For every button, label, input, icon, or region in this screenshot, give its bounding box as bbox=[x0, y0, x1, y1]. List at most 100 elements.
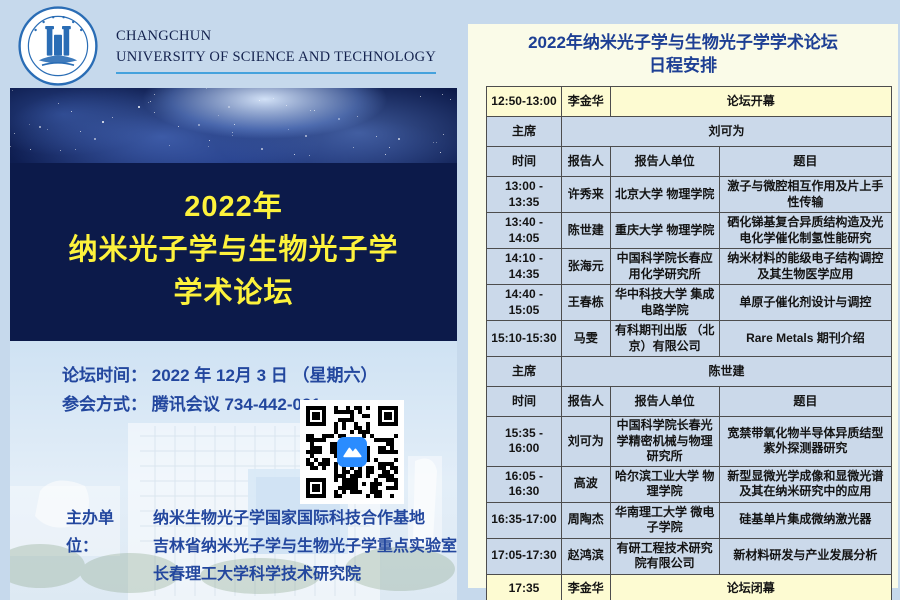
talk-affiliation: 北京大学 物理学院 bbox=[609, 176, 720, 213]
table-row-event: 12:50-13:00 李金华 论坛开幕 bbox=[486, 86, 893, 117]
talk-topic: Rare Metals 期刊介绍 bbox=[718, 320, 893, 357]
table-row-talk: 15:10-15:30 马雯 有科期刊出版 （北京）有限公司 Rare Metals … bbox=[486, 320, 893, 357]
event-time: 17:35 bbox=[486, 573, 562, 600]
talk-topic: 硒化锑基复合异质结构造及光电化学催化制氢性能研究 bbox=[718, 212, 893, 249]
forum-title-line3: 学术论坛 bbox=[173, 277, 294, 309]
talk-time: 15:10-15:30 bbox=[486, 320, 562, 357]
poster-bottom-section: 论坛时间： 2022 年 12月 3 日 （星期六） 参会方式： 腾讯会议 73… bbox=[10, 341, 457, 600]
talk-time: 16:05 - 16:30 bbox=[486, 465, 562, 503]
meeting-access-value: 腾讯会议 734-442-091 bbox=[151, 395, 321, 414]
forum-info: 论坛时间： 2022 年 12月 3 日 （星期六） 参会方式： 腾讯会议 73… bbox=[62, 361, 378, 419]
column-header: 报告人单位 bbox=[609, 146, 720, 177]
talk-affiliation: 有科期刊出版 （北京）有限公司 bbox=[609, 320, 720, 357]
university-name-line1: CHANGCHUN bbox=[116, 28, 212, 44]
qr-finder-icon bbox=[378, 406, 398, 426]
forum-time-line: 论坛时间： 2022 年 12月 3 日 （星期六） bbox=[62, 361, 378, 390]
talk-affiliation: 中国科学院长春光学精密机械与物理研究所 bbox=[609, 416, 720, 467]
table-row-talk: 17:05-17:30 赵鸿滨 有研工程技术研究院有限公司 新材料研发与产业发展分析 bbox=[486, 537, 893, 575]
schedule-title: 2022年纳米光子学与生物光子学学术论坛 日程安排 bbox=[468, 24, 898, 77]
table-row-talk: 15:35 - 16:00 刘可为 中国科学院长春光学精密机械与物理研究所 宽禁带氧化… bbox=[486, 416, 893, 467]
university-name-line2: UNIVERSITY OF SCIENCE AND TECHNOLOGY bbox=[116, 47, 437, 74]
talk-time: 13:40 - 14:05 bbox=[486, 212, 562, 249]
event-host: 李金华 bbox=[560, 573, 611, 600]
chair-name: 刘可为 bbox=[560, 116, 893, 147]
chair-label: 主席 bbox=[486, 356, 562, 387]
organizers: 主办单位： 纳米生物光子学国家国际科技合作基地 吉林省纳米光子学与生物光子学重点… bbox=[66, 505, 457, 589]
column-header: 时间 bbox=[486, 386, 562, 417]
talk-affiliation: 中国科学院长春应用化学研究所 bbox=[609, 248, 720, 285]
table-row-header: 时间 报告人 报告人单位 题目 bbox=[486, 146, 893, 177]
talk-topic: 硅基单片集成微纳激光器 bbox=[718, 501, 893, 539]
talk-speaker: 许秀来 bbox=[560, 176, 611, 213]
forum-time-value: 2022 年 12月 3 日 （星期六） bbox=[151, 366, 378, 385]
campus-photo bbox=[10, 423, 455, 600]
talk-topic: 宽禁带氧化物半导体异质结型紫外探测器研究 bbox=[718, 416, 893, 467]
table-row-talk: 16:05 - 16:30 高波 哈尔滨工业大学 物理学院 新型显微光学成像和显微光谱… bbox=[486, 465, 893, 503]
talk-time: 15:35 - 16:00 bbox=[486, 416, 562, 467]
tencent-meeting-logo-icon bbox=[337, 437, 367, 467]
column-header: 题目 bbox=[718, 146, 893, 177]
table-row-talk: 14:10 - 14:35 张海元 中国科学院长春应用化学研究所 纳米材料的能级电子结… bbox=[486, 248, 893, 285]
talk-speaker: 马雯 bbox=[560, 320, 611, 357]
organizer-label: 主办单位： bbox=[66, 510, 115, 555]
table-row-talk: 13:00 - 13:35 许秀来 北京大学 物理学院 激子与微腔相互作用及片上手性传… bbox=[486, 176, 893, 213]
talk-speaker: 刘可为 bbox=[560, 416, 611, 467]
organizer-item: 吉林省纳米光子学与生物光子学重点实验室 bbox=[152, 538, 457, 555]
talk-speaker: 周陶杰 bbox=[560, 501, 611, 539]
forum-title: 2022年 纳米光子学与生物光子学 学术论坛 bbox=[10, 186, 457, 315]
forum-poster: 2022年 纳米光子学与生物光子学 学术论坛 bbox=[10, 88, 457, 600]
talk-topic: 纳米材料的能级电子结构调控及其生物医学应用 bbox=[718, 248, 893, 285]
qr-finder-icon bbox=[306, 478, 326, 498]
nebula-banner-image bbox=[10, 88, 457, 163]
talk-affiliation: 有研工程技术研究院有限公司 bbox=[609, 537, 720, 575]
qr-finder-icon bbox=[306, 406, 326, 426]
poster-top-section: 2022年 纳米光子学与生物光子学 学术论坛 bbox=[10, 88, 457, 341]
meeting-access-label: 参会方式： bbox=[62, 395, 147, 414]
column-header: 题目 bbox=[718, 386, 893, 417]
event-host: 李金华 bbox=[560, 86, 611, 117]
table-row-talk: 13:40 - 14:05 陈世建 重庆大学 物理学院 硒化锑基复合异质结构造及光电化… bbox=[486, 212, 893, 249]
talk-speaker: 高波 bbox=[560, 465, 611, 503]
talk-time: 13:00 - 13:35 bbox=[486, 176, 562, 213]
talk-time: 14:10 - 14:35 bbox=[486, 248, 562, 285]
organizer-item: 长春理工大学科学技术研究院 bbox=[152, 566, 361, 583]
chair-label: 主席 bbox=[486, 116, 562, 147]
organizer-item: 纳米生物光子学国家国际科技合作基地 bbox=[152, 510, 425, 527]
talk-time: 17:05-17:30 bbox=[486, 537, 562, 575]
talk-topic: 新材料研发与产业发展分析 bbox=[718, 537, 893, 575]
talk-topic: 单原子催化剂设计与调控 bbox=[718, 284, 893, 321]
table-row-chair: 主席 陈世建 bbox=[486, 356, 893, 387]
talk-affiliation: 华南理工大学 微电子学院 bbox=[609, 501, 720, 539]
talk-time: 14:40 - 15:05 bbox=[486, 284, 562, 321]
talk-affiliation: 华中科技大学 集成电路学院 bbox=[609, 284, 720, 321]
forum-time-label: 论坛时间： bbox=[62, 366, 147, 385]
schedule-title-line1: 2022年纳米光子学与生物光子学学术论坛 bbox=[528, 33, 838, 52]
table-row-header: 时间 报告人 报告人单位 题目 bbox=[486, 386, 893, 417]
meeting-access-line: 参会方式： 腾讯会议 734-442-091 bbox=[62, 390, 378, 419]
table-row-talk: 14:40 - 15:05 王春栋 华中科技大学 集成电路学院 单原子催化剂设计与调控 bbox=[486, 284, 893, 321]
university-seal-icon bbox=[18, 6, 98, 86]
column-header: 报告人 bbox=[560, 146, 611, 177]
forum-title-line2: 纳米光子学与生物光子学 bbox=[68, 234, 399, 266]
talk-speaker: 张海元 bbox=[560, 248, 611, 285]
talk-topic: 新型显微光学成像和显微光谱及其在纳米研究中的应用 bbox=[718, 465, 893, 503]
talk-affiliation: 重庆大学 物理学院 bbox=[609, 212, 720, 249]
talk-topic: 激子与微腔相互作用及片上手性传输 bbox=[718, 176, 893, 213]
meeting-qr-code bbox=[300, 400, 404, 504]
chair-name: 陈世建 bbox=[560, 356, 893, 387]
event-time: 12:50-13:00 bbox=[486, 86, 562, 117]
talk-speaker: 陈世建 bbox=[560, 212, 611, 249]
talk-time: 16:35-17:00 bbox=[486, 501, 562, 539]
column-header: 时间 bbox=[486, 146, 562, 177]
schedule-title-line2: 日程安排 bbox=[649, 56, 717, 75]
forum-title-line1: 2022年 bbox=[184, 191, 283, 223]
organizer-list: 纳米生物光子学国家国际科技合作基地 吉林省纳米光子学与生物光子学重点实验室 长春… bbox=[153, 505, 457, 589]
university-name: CHANGCHUN UNIVERSITY OF SCIENCE AND TECH… bbox=[116, 26, 437, 74]
qr-modules bbox=[306, 406, 398, 498]
event-title: 论坛开幕 bbox=[609, 86, 893, 117]
talk-speaker: 王春栋 bbox=[560, 284, 611, 321]
table-row-event: 17:35 李金华 论坛闭幕 bbox=[486, 573, 893, 600]
event-title: 论坛闭幕 bbox=[609, 573, 893, 600]
talk-affiliation: 哈尔滨工业大学 物理学院 bbox=[609, 465, 720, 503]
